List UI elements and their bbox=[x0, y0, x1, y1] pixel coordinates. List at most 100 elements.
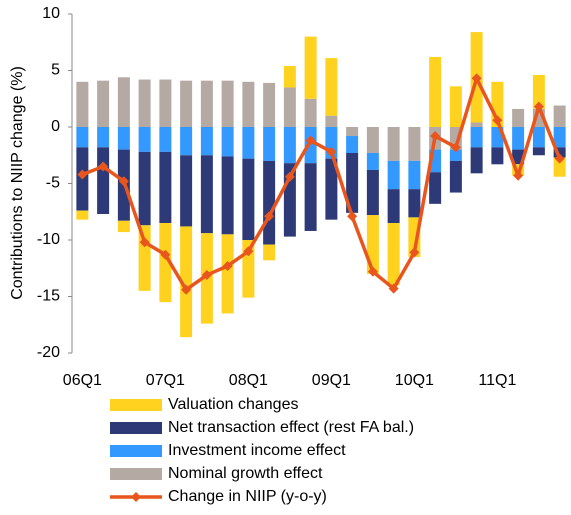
line-marker bbox=[554, 153, 565, 164]
bar bbox=[429, 56, 442, 127]
bar bbox=[512, 127, 525, 150]
bar bbox=[97, 147, 110, 215]
bar bbox=[449, 149, 462, 161]
line bbox=[81, 73, 562, 293]
line-marker bbox=[367, 266, 378, 277]
bar bbox=[346, 127, 359, 137]
bar bbox=[263, 244, 276, 261]
bar bbox=[180, 80, 193, 127]
bar bbox=[283, 65, 296, 88]
x-tick-label: 11Q1 bbox=[478, 372, 516, 389]
bar bbox=[491, 147, 504, 165]
bar bbox=[200, 127, 213, 156]
line-marker bbox=[347, 211, 358, 222]
bar bbox=[138, 127, 151, 152]
x-tick-label: 09Q1 bbox=[312, 372, 351, 389]
bar bbox=[470, 147, 483, 174]
bar bbox=[408, 160, 421, 190]
bar bbox=[117, 220, 130, 233]
legend-label: Nominal growth effect bbox=[168, 465, 323, 482]
legend-label: Net transaction effect (rest FA bal.) bbox=[168, 419, 414, 436]
bar bbox=[325, 158, 338, 220]
bar bbox=[159, 223, 172, 303]
line-marker bbox=[264, 211, 275, 222]
x-tick-label: 10Q1 bbox=[395, 372, 434, 389]
legend-swatch bbox=[110, 399, 162, 411]
line-marker bbox=[533, 101, 544, 112]
bar bbox=[242, 127, 255, 159]
bar bbox=[346, 152, 359, 213]
legend-label: Change in NIIP (y-o-y) bbox=[168, 488, 327, 505]
bar bbox=[138, 151, 151, 226]
bar bbox=[532, 75, 545, 109]
bar bbox=[553, 157, 566, 177]
bar bbox=[387, 223, 400, 286]
line-marker bbox=[181, 284, 192, 295]
bar bbox=[117, 127, 130, 150]
bar bbox=[76, 81, 89, 127]
bar bbox=[283, 127, 296, 164]
bar bbox=[242, 158, 255, 240]
y-tick-label: -15 bbox=[37, 288, 60, 305]
bar bbox=[180, 155, 193, 227]
bar bbox=[532, 147, 545, 156]
legend-swatch bbox=[110, 445, 162, 457]
y-tick-label: 5 bbox=[51, 62, 60, 79]
bar bbox=[304, 36, 317, 99]
bar bbox=[553, 147, 566, 158]
bar bbox=[366, 169, 379, 216]
bar bbox=[221, 80, 234, 127]
bar bbox=[221, 234, 234, 314]
line-marker bbox=[222, 260, 233, 271]
bar bbox=[512, 108, 525, 127]
bar bbox=[263, 160, 276, 245]
bar bbox=[553, 127, 566, 148]
y-axis-title: Contributions to NIIP change (%) bbox=[9, 66, 26, 300]
bar bbox=[97, 80, 110, 127]
bar bbox=[408, 127, 421, 161]
line-marker bbox=[326, 146, 337, 157]
line-marker bbox=[305, 135, 316, 146]
bar bbox=[532, 127, 545, 148]
bar bbox=[180, 226, 193, 338]
line-marker bbox=[118, 176, 129, 187]
line-marker bbox=[430, 131, 441, 142]
bar bbox=[159, 79, 172, 127]
bar bbox=[366, 152, 379, 170]
bar bbox=[387, 160, 400, 190]
bar bbox=[221, 156, 234, 235]
x-tick-label: 07Q1 bbox=[146, 372, 185, 389]
bar bbox=[449, 160, 462, 193]
bar bbox=[346, 136, 359, 153]
bar bbox=[470, 127, 483, 148]
y-tick-label: 0 bbox=[51, 118, 60, 135]
bar bbox=[366, 127, 379, 153]
bar bbox=[325, 115, 338, 127]
legend-marker bbox=[131, 492, 141, 502]
bar bbox=[159, 127, 172, 152]
x-tick-label: 08Q1 bbox=[229, 372, 268, 389]
y-tick-label: -5 bbox=[46, 175, 60, 192]
line-marker bbox=[492, 115, 503, 126]
bar bbox=[263, 82, 276, 127]
bar bbox=[221, 127, 234, 157]
bar bbox=[76, 127, 89, 148]
bar bbox=[283, 87, 296, 127]
bar bbox=[449, 86, 462, 127]
legend-label: Valuation changes bbox=[168, 396, 298, 413]
line-marker bbox=[139, 237, 150, 248]
bar bbox=[304, 98, 317, 127]
y-tick-label: -10 bbox=[37, 231, 60, 248]
line-marker bbox=[409, 247, 420, 258]
bar bbox=[387, 127, 400, 161]
legend-swatch bbox=[110, 422, 162, 434]
legend-label: Investment income effect bbox=[168, 442, 346, 459]
x-tick-label: 06Q1 bbox=[63, 372, 102, 389]
bar bbox=[408, 189, 421, 218]
bar bbox=[470, 122, 483, 127]
line-marker bbox=[513, 170, 524, 181]
y-tick-label: 10 bbox=[42, 5, 60, 22]
line-marker bbox=[77, 169, 88, 180]
bar bbox=[242, 81, 255, 127]
